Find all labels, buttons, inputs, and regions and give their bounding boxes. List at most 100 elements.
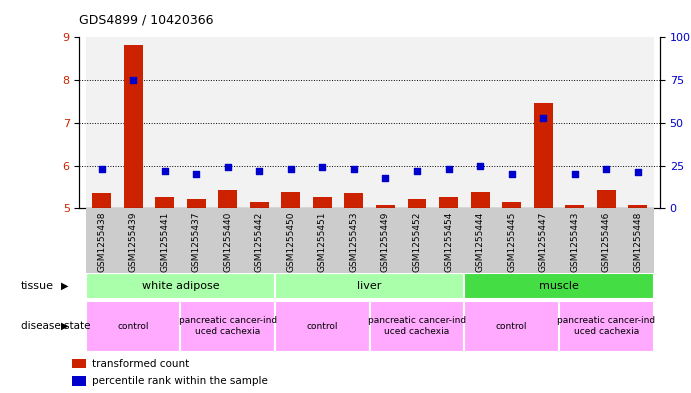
Bar (307, 208, 338, 273)
Bar (338, 37, 370, 208)
Bar (464, 208, 496, 273)
Bar (533, 103, 553, 208)
Bar (464, 273, 654, 299)
Bar (527, 208, 559, 273)
Bar (401, 208, 433, 273)
Point (96, 166, 107, 172)
Text: white adipose: white adipose (142, 281, 219, 291)
Bar (502, 202, 521, 208)
Text: pancreatic cancer-ind
uced cachexia: pancreatic cancer-ind uced cachexia (368, 316, 466, 336)
Point (443, 166, 454, 172)
Bar (307, 37, 338, 208)
Point (223, 164, 234, 171)
Bar (408, 199, 426, 208)
Text: GSM1255439: GSM1255439 (129, 211, 138, 272)
Point (380, 174, 391, 181)
Text: GSM1255442: GSM1255442 (255, 211, 264, 272)
Bar (496, 208, 527, 273)
Point (348, 166, 359, 172)
Bar (86, 273, 275, 299)
Bar (149, 37, 180, 208)
Bar (597, 190, 616, 208)
Point (475, 162, 486, 169)
Text: muscle: muscle (539, 281, 579, 291)
Bar (92, 193, 111, 208)
Bar (72, 376, 86, 386)
Text: GSM1255450: GSM1255450 (286, 211, 295, 272)
Point (506, 171, 517, 177)
Bar (622, 37, 654, 208)
Bar (376, 205, 395, 208)
Bar (86, 208, 117, 273)
Bar (496, 37, 527, 208)
Text: GSM1255451: GSM1255451 (318, 211, 327, 272)
Bar (439, 197, 458, 208)
Point (632, 169, 643, 176)
Bar (344, 193, 363, 208)
Bar (464, 301, 559, 352)
Text: pancreatic cancer-ind
uced cachexia: pancreatic cancer-ind uced cachexia (557, 316, 655, 336)
Point (254, 167, 265, 174)
Bar (622, 208, 654, 273)
Text: pancreatic cancer-ind
uced cachexia: pancreatic cancer-ind uced cachexia (179, 316, 277, 336)
Text: GSM1255440: GSM1255440 (223, 211, 232, 272)
Bar (275, 301, 370, 352)
Text: GSM1255441: GSM1255441 (160, 211, 169, 272)
Bar (471, 192, 489, 208)
Text: GSM1255448: GSM1255448 (634, 211, 643, 272)
Text: GDS4899 / 10420366: GDS4899 / 10420366 (79, 14, 214, 27)
Text: GSM1255445: GSM1255445 (507, 211, 516, 272)
Text: GSM1255437: GSM1255437 (191, 211, 200, 272)
Bar (628, 205, 647, 208)
Bar (180, 301, 275, 352)
Bar (370, 301, 464, 352)
Bar (155, 197, 174, 208)
Point (285, 166, 296, 172)
Bar (275, 273, 464, 299)
Bar (313, 197, 332, 208)
Text: liver: liver (357, 281, 382, 291)
Bar (401, 37, 433, 208)
Text: control: control (496, 322, 527, 331)
Bar (180, 37, 212, 208)
Bar (275, 37, 307, 208)
Bar (117, 208, 149, 273)
Point (317, 164, 328, 171)
Bar (559, 301, 654, 352)
Text: GSM1255447: GSM1255447 (539, 211, 548, 272)
Bar (180, 208, 212, 273)
Bar (281, 192, 301, 208)
Bar (591, 37, 622, 208)
Bar (370, 208, 401, 273)
Bar (149, 208, 180, 273)
Bar (464, 37, 496, 208)
Text: GSM1255454: GSM1255454 (444, 211, 453, 272)
Bar (527, 37, 559, 208)
Text: control: control (307, 322, 338, 331)
Point (538, 114, 549, 121)
Point (128, 77, 139, 83)
Point (569, 171, 580, 177)
Bar (559, 208, 591, 273)
Text: tissue: tissue (21, 281, 54, 291)
Text: GSM1255449: GSM1255449 (381, 211, 390, 272)
Bar (275, 208, 307, 273)
Bar (559, 37, 591, 208)
Bar (370, 37, 401, 208)
Bar (86, 301, 180, 352)
Text: GSM1255438: GSM1255438 (97, 211, 106, 272)
Text: percentile rank within the sample: percentile rank within the sample (93, 376, 268, 386)
Bar (591, 208, 622, 273)
Bar (187, 199, 206, 208)
Point (159, 167, 170, 174)
Bar (433, 208, 464, 273)
Bar (565, 205, 584, 208)
Text: transformed count: transformed count (93, 359, 189, 369)
Bar (433, 37, 464, 208)
Bar (86, 37, 117, 208)
Bar (250, 202, 269, 208)
Text: disease state: disease state (21, 321, 91, 331)
Bar (124, 45, 142, 208)
Bar (212, 37, 243, 208)
Text: GSM1255444: GSM1255444 (475, 211, 484, 272)
